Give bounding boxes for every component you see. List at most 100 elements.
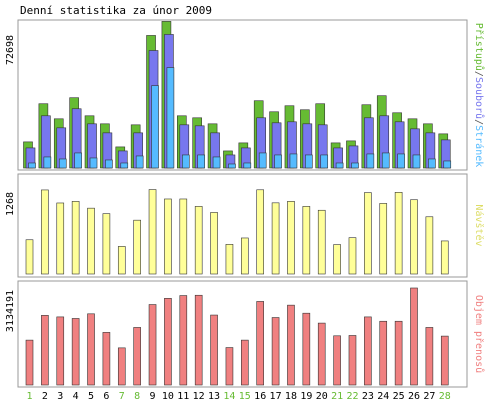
hits-chart-side-label-part: Přístupů: [473, 23, 485, 71]
hits-chart-bar: [274, 154, 282, 169]
day-label: 22: [346, 391, 358, 402]
visits-chart-bar: [225, 244, 234, 275]
day-label: 1: [26, 391, 32, 402]
traffic-chart-bar: [194, 294, 203, 386]
day-label: 28: [439, 391, 451, 402]
traffic-chart-bar: [256, 301, 265, 386]
day-label: 26: [408, 391, 420, 402]
day-label: 5: [88, 391, 94, 402]
day-label: 12: [193, 391, 205, 402]
visits-chart-bar: [394, 192, 403, 275]
hits-chart-bar: [197, 154, 205, 169]
hits-chart-bar: [74, 152, 82, 169]
day-label: 18: [285, 391, 297, 402]
visits-chart-bar: [379, 203, 388, 275]
visits-chart-bar: [333, 244, 341, 275]
chart-title: Denní statistika za únor 2009: [20, 4, 212, 17]
traffic-chart-bar: [241, 339, 249, 386]
visits-chart-bar: [87, 207, 95, 275]
traffic-chart-bar: [271, 317, 280, 386]
visits-chart-bar: [241, 237, 249, 275]
hits-chart-bar: [89, 157, 98, 169]
day-label: 20: [316, 391, 328, 402]
hits-chart-bar: [412, 154, 421, 169]
hits-chart-side-label: Přístupů/Souborů/Stránek: [473, 23, 485, 168]
day-label: 2: [42, 391, 48, 402]
visits-chart-bar: [317, 209, 326, 275]
traffic-chart-frame: [17, 280, 468, 388]
traffic-chart-bar: [379, 320, 388, 386]
visits-chart-bar: [71, 201, 80, 275]
day-label: 10: [162, 391, 174, 402]
traffic-chart-bar: [71, 318, 80, 386]
traffic-chart-bar: [302, 312, 311, 386]
day-label: 8: [134, 391, 140, 402]
visits-chart-bar: [348, 237, 357, 275]
hits-chart-bar: [320, 154, 329, 169]
hits-chart-side-label-part: /: [473, 119, 484, 125]
traffic-chart-bar: [41, 315, 49, 386]
traffic-chart-bar: [440, 335, 449, 386]
day-label: 19: [300, 391, 312, 402]
visits-chart-bar: [41, 189, 49, 275]
hits-chart-side-label-part: Souborů: [473, 77, 485, 119]
visits-chart-bar: [425, 216, 434, 275]
day-label: 15: [239, 391, 251, 402]
traffic-chart-bar: [425, 327, 434, 386]
hits-chart-bar: [397, 153, 405, 169]
day-label: 17: [270, 391, 282, 402]
hits-chart-bar: [258, 152, 267, 169]
visits-chart-bar: [56, 202, 65, 275]
traffic-chart-bar: [148, 304, 157, 386]
hits-chart-bar: [243, 162, 252, 169]
visits-chart-y-max-label: 1268: [5, 192, 16, 216]
traffic-chart-bar: [364, 316, 372, 386]
hits-chart-bar: [289, 153, 298, 169]
chart-panels: 72698 Přístupů/Souborů/Stránek1268Návštěv…: [5, 19, 485, 388]
hits-chart-bar: [182, 154, 190, 169]
traffic-chart-bar: [348, 335, 357, 386]
visits-chart-bar: [440, 240, 449, 275]
hits-chart-frame: [17, 19, 468, 171]
traffic-chart-bar: [133, 327, 141, 386]
hits-chart-bar: [105, 159, 113, 169]
day-label: 16: [254, 391, 266, 402]
visits-chart-series-1: [25, 189, 449, 275]
traffic-chart-side-label-part: Objem přenosů: [473, 295, 485, 373]
traffic-chart-bar: [25, 339, 34, 386]
visits-chart-bar: [102, 213, 111, 275]
day-label: 24: [377, 391, 389, 402]
traffic-chart-side-label: Objem přenosů: [473, 295, 485, 373]
day-axis: 1 2 3 4 5 6 7 8 9 10 11 12 13 14 15 16 17 18 19 20 21 22 23 24 2…: [26, 391, 450, 402]
hits-chart-bar: [366, 153, 375, 169]
traffic-chart-bar: [317, 322, 326, 386]
hits-chart: 72698 Přístupů/Souborů/Stránek: [5, 19, 485, 171]
day-label: 21: [331, 391, 343, 402]
hits-chart-bar: [305, 154, 313, 169]
day-label: 25: [393, 391, 405, 402]
visits-chart-bar: [25, 239, 34, 275]
hits-chart-series-3: [28, 67, 452, 169]
visits-chart-bar: [179, 198, 188, 275]
visits-chart-bar: [410, 199, 418, 275]
visits-chart-side-label-part: Návštěv: [473, 204, 485, 246]
visits-chart-frame: [17, 173, 468, 278]
traffic-chart-bar: [179, 295, 188, 386]
day-label: 7: [119, 391, 125, 402]
traffic-chart-bar: [102, 332, 111, 386]
day-label: 13: [208, 391, 220, 402]
hits-chart-bar: [166, 67, 175, 169]
visits-chart-side-label: Návštěv: [473, 204, 485, 246]
hits-chart-bar: [228, 163, 236, 169]
hits-chart-bar: [351, 162, 359, 169]
hits-chart-bar: [58, 158, 67, 169]
traffic-chart-y-max-label: 3134191: [5, 290, 16, 332]
hits-chart-bar: [28, 162, 36, 169]
day-label: 9: [150, 391, 156, 402]
hits-chart-bar: [212, 156, 221, 169]
visits-chart-bar: [210, 212, 218, 275]
hits-chart-bar: [428, 158, 436, 169]
